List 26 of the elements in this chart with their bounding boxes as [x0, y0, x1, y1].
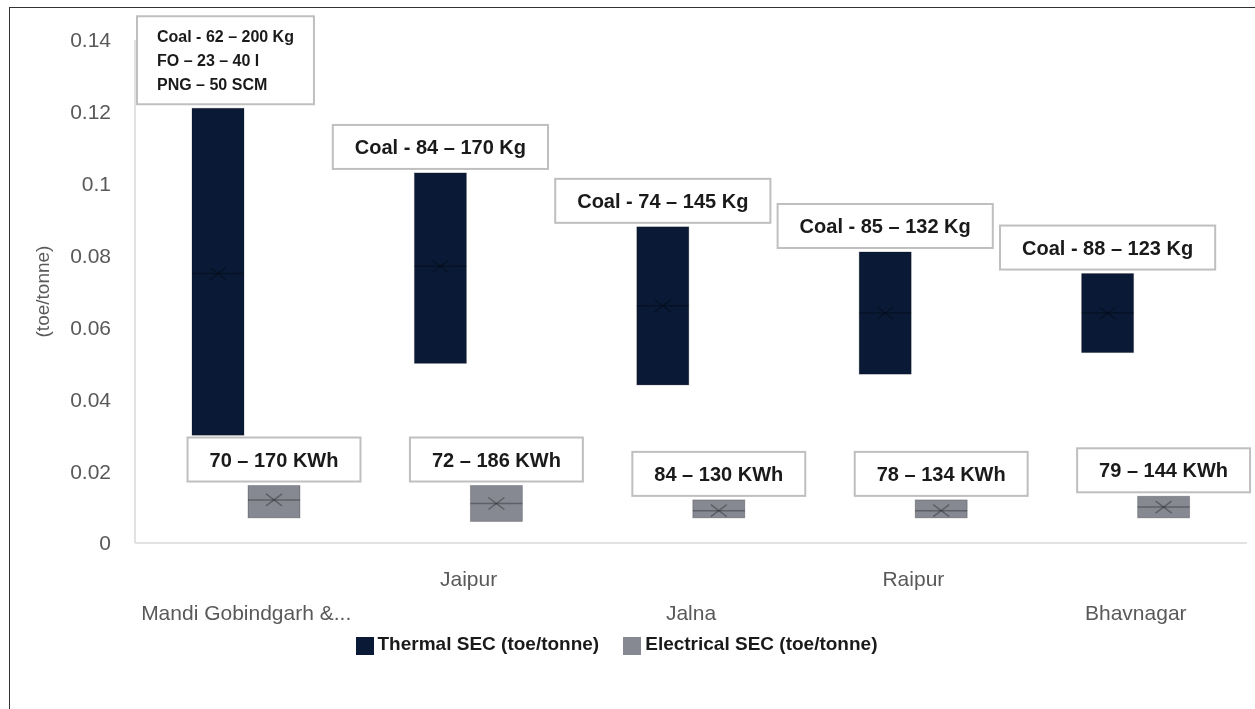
y-tick-label: 0.02	[70, 459, 111, 483]
annotation: Coal - 84 – 170 Kg	[354, 135, 526, 158]
annotation: 79 – 144 KWh	[1099, 459, 1229, 482]
annotation: 78 – 134 KWh	[876, 462, 1006, 485]
annotation: Coal - 85 – 132 Kg	[799, 214, 971, 237]
annotation: Coal - 62 – 200 Kg FO – 23 – 40 l PNG – 50 SCM	[157, 28, 294, 94]
y-tick-label: 0.14	[70, 28, 112, 52]
x-tick-label: Bhavnagar	[1085, 600, 1187, 624]
legend-label: Electrical SEC (toe/tonne)	[645, 633, 878, 654]
y-tick-label: 0	[99, 531, 111, 555]
y-tick-label: 0.04	[70, 387, 112, 411]
annotation: 72 – 186 KWh	[431, 448, 561, 471]
y-tick-label: 0.06	[70, 315, 111, 339]
annotation: Coal - 74 – 145 Kg	[577, 189, 749, 212]
x-tick-label: Mandi Gobindgarh &...	[141, 600, 352, 624]
annotation: Coal - 88 – 123 Kg	[1022, 236, 1194, 259]
x-tick-label: Jaipur	[440, 566, 498, 590]
y-tick-label: 0.1	[81, 172, 111, 196]
annotation: 84 – 130 KWh	[654, 462, 784, 485]
y-tick-label: 0.08	[70, 244, 111, 268]
legend-label: Thermal SEC (toe/tonne)	[377, 633, 600, 654]
y-axis-title: (toe/tonne)	[31, 245, 53, 338]
y-tick-label: 0.12	[70, 100, 111, 124]
x-tick-label: Jalna	[665, 600, 717, 624]
annotation: 70 – 170 KWh	[209, 448, 339, 471]
x-tick-label: Raipur	[882, 566, 945, 590]
